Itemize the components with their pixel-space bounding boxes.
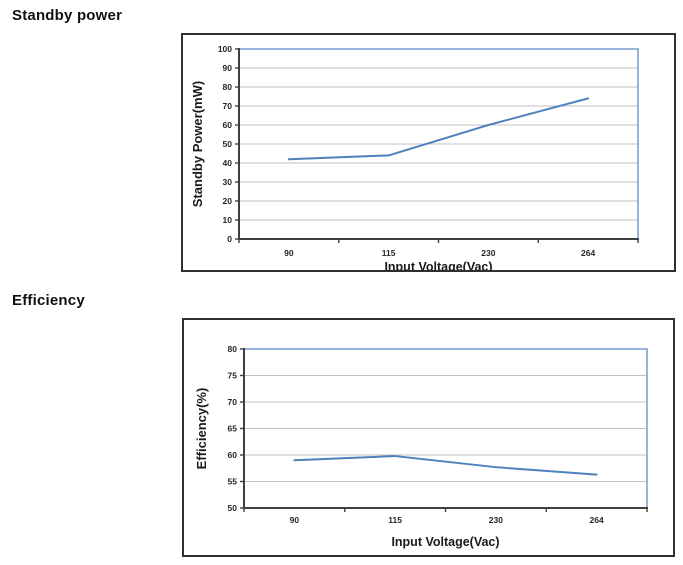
- svg-text:230: 230: [481, 248, 495, 258]
- svg-text:90: 90: [223, 63, 233, 73]
- efficiency-heading: Efficiency: [12, 292, 85, 309]
- standby-power-chart: 0 10 20 30 40 50 60 70 80 90 100 90 115 230 264 Input V…: [190, 44, 639, 270]
- svg-text:115: 115: [388, 515, 402, 525]
- svg-text:Standby Power(mW): Standby Power(mW): [190, 81, 205, 207]
- standby-power-heading: Standby power: [12, 7, 123, 24]
- svg-text:60: 60: [223, 120, 233, 130]
- svg-text:55: 55: [228, 477, 238, 487]
- svg-text:80: 80: [223, 82, 233, 92]
- svg-text:20: 20: [223, 196, 233, 206]
- svg-text:50: 50: [223, 139, 233, 149]
- svg-text:100: 100: [218, 44, 232, 54]
- svg-text:Efficiency(%): Efficiency(%): [194, 388, 209, 470]
- svg-text:70: 70: [223, 101, 233, 111]
- standby-power-chart-frame: 0 10 20 30 40 50 60 70 80 90 100 90 115 230 264 Input V…: [181, 33, 676, 272]
- efficiency-chart: 50 55 60 65 70 75 80 90 115 230 264 Input Voltage(V…: [194, 344, 648, 549]
- svg-text:65: 65: [228, 424, 238, 434]
- efficiency-chart-frame: 50 55 60 65 70 75 80 90 115 230 264 Input Voltage(V…: [182, 318, 675, 557]
- svg-text:10: 10: [223, 215, 233, 225]
- svg-text:50: 50: [228, 503, 238, 513]
- svg-text:264: 264: [581, 248, 595, 258]
- svg-text:264: 264: [590, 515, 604, 525]
- svg-text:90: 90: [284, 248, 294, 258]
- svg-text:230: 230: [489, 515, 503, 525]
- svg-text:90: 90: [290, 515, 300, 525]
- svg-text:Input Voltage(Vac): Input Voltage(Vac): [391, 535, 499, 549]
- svg-text:Input Voltage(Vac): Input Voltage(Vac): [384, 260, 492, 270]
- svg-text:60: 60: [228, 450, 238, 460]
- svg-text:75: 75: [228, 371, 238, 381]
- svg-text:0: 0: [227, 234, 232, 244]
- svg-text:30: 30: [223, 177, 233, 187]
- svg-text:80: 80: [228, 344, 238, 354]
- svg-text:70: 70: [228, 397, 238, 407]
- svg-text:40: 40: [223, 158, 233, 168]
- svg-text:115: 115: [382, 248, 396, 258]
